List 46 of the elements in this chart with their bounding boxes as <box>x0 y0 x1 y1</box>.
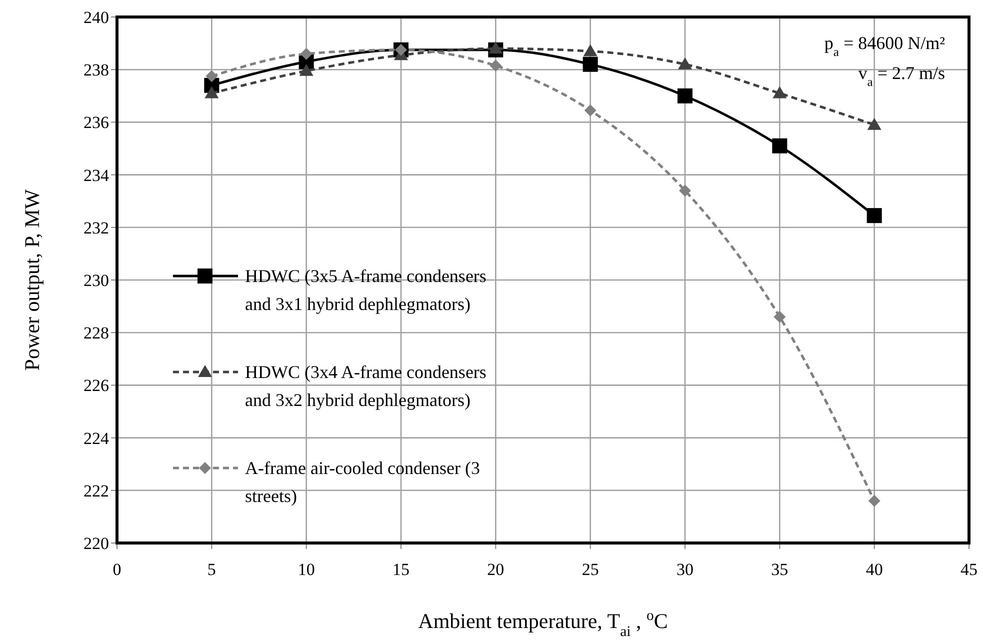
y-tick-label: 240 <box>84 8 109 27</box>
y-tick-label: 228 <box>84 324 109 343</box>
x-tick-label: 25 <box>582 560 599 579</box>
point <box>206 70 218 82</box>
y-tick-label: 230 <box>84 271 109 290</box>
y-axis-title: Power output, P, MW <box>20 189 44 371</box>
point <box>772 86 787 98</box>
point <box>678 88 692 104</box>
point <box>582 56 598 72</box>
point <box>868 494 880 507</box>
point <box>678 57 692 70</box>
y-tick-label: 224 <box>84 428 110 448</box>
y-tick-label: 232 <box>84 218 109 238</box>
x-tick-label: 35 <box>771 560 788 579</box>
point <box>679 184 691 197</box>
x-tick-label: 5 <box>207 560 216 579</box>
point <box>774 310 786 323</box>
x-tick-label: 30 <box>676 560 694 579</box>
point <box>488 42 503 54</box>
y-tick-label: 236 <box>84 113 109 132</box>
x-tick-label: 10 <box>298 560 315 579</box>
legend-label: HDWC (3x5 A-frame condensers and 3x1 hybrid dephlegmators) <box>245 266 486 314</box>
legend-label: A-frame air-cooled condenser (3 streets) <box>245 458 480 506</box>
annotation: p$_{a}$ = 84600 N/m² <box>824 33 945 59</box>
x-tick-label: 45 <box>960 560 978 579</box>
x-axis-title: Ambient temperature, T$_{ai}$ , $^{o}$C <box>418 608 668 640</box>
y-tick-label: 220 <box>84 534 109 553</box>
x-tick-label: 20 <box>487 560 504 579</box>
point <box>490 60 502 72</box>
x-tick-label: 15 <box>392 560 410 579</box>
point <box>866 208 882 224</box>
y-tick-label: 238 <box>84 60 109 80</box>
point <box>300 48 312 60</box>
point <box>772 138 788 154</box>
y-tick-label: 222 <box>84 481 109 500</box>
point <box>299 64 314 76</box>
y-tick-label: 234 <box>84 166 110 185</box>
annotation: v$_{a}$ = 2.7 m/s <box>858 63 945 89</box>
point <box>204 86 219 98</box>
point <box>867 118 882 130</box>
legend-label: HDWC (3x4 A-frame condensers and 3x2 hybrid dephlegmators) <box>245 362 486 410</box>
x-tick-label: 0 <box>112 560 122 579</box>
x-tick-label: 40 <box>866 560 883 579</box>
point <box>584 104 596 116</box>
y-tick-label: 226 <box>84 376 109 396</box>
point <box>583 44 598 56</box>
